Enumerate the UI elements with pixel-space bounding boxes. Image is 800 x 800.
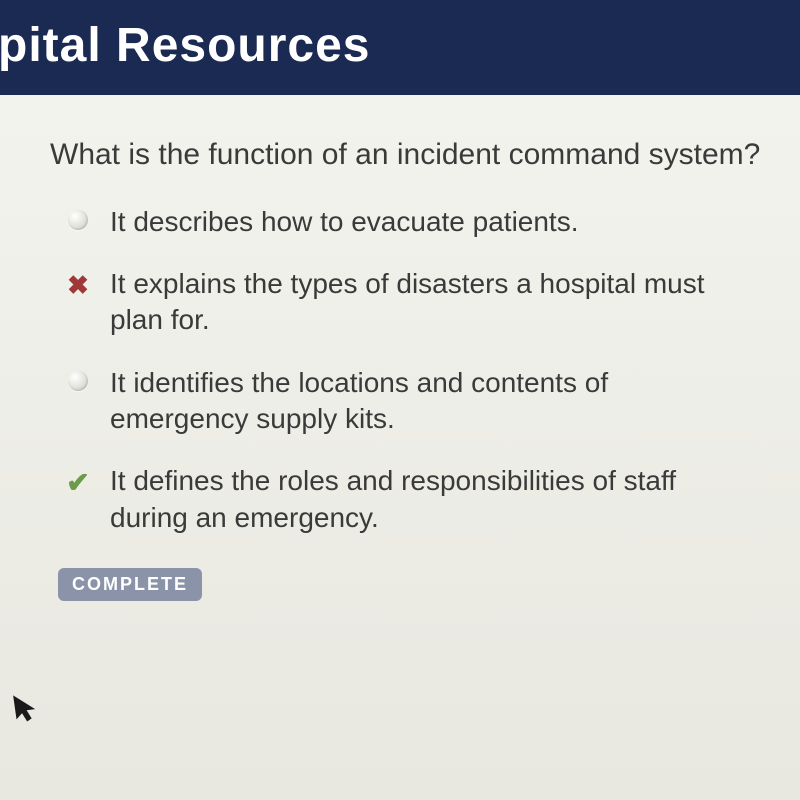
option-label: It identifies the locations and contents… xyxy=(98,365,770,438)
complete-button[interactable]: COMPLETE xyxy=(58,568,202,601)
option-row[interactable]: It describes how to evacuate patients. xyxy=(50,204,770,240)
complete-button-label: COMPLETE xyxy=(72,574,188,594)
radio-empty-icon xyxy=(58,204,98,230)
quiz-content: What is the function of an incident comm… xyxy=(0,95,800,631)
page-title: ospital Resources xyxy=(0,19,370,72)
option-label: It explains the types of disasters a hos… xyxy=(98,266,770,339)
check-mark-icon: ✔ xyxy=(58,463,98,497)
option-row[interactable]: It identifies the locations and contents… xyxy=(50,365,770,438)
option-row[interactable]: ✔ It defines the roles and responsibilit… xyxy=(50,463,770,536)
option-row[interactable]: ✖ It explains the types of disasters a h… xyxy=(50,266,770,339)
question-text: What is the function of an incident comm… xyxy=(50,135,770,176)
radio-empty-icon xyxy=(58,365,98,391)
option-label: It defines the roles and responsibilitie… xyxy=(98,463,770,536)
header-bar: ospital Resources xyxy=(0,0,800,95)
option-label: It describes how to evacuate patients. xyxy=(98,204,599,240)
x-mark-icon: ✖ xyxy=(58,266,98,298)
cursor-icon xyxy=(12,692,39,732)
